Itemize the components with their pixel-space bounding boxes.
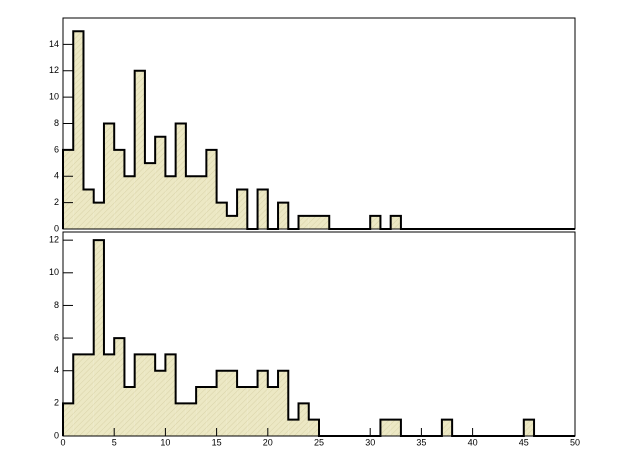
bar-hatch (103, 354, 115, 436)
bar-hatch (196, 387, 207, 436)
bar-hatch (73, 31, 84, 229)
bar-hatch (206, 149, 217, 229)
bar-hatch (308, 419, 319, 436)
bar-hatch (114, 149, 125, 229)
bar-hatch (114, 338, 125, 436)
bar-hatch (237, 387, 248, 436)
bar-hatch (298, 403, 309, 436)
x-tick-label: 5 (112, 437, 117, 447)
bar-hatch (237, 189, 248, 229)
bar-hatch (308, 215, 319, 229)
bar-hatch (390, 215, 401, 229)
bar-hatch (134, 354, 145, 436)
bar-hatch (370, 215, 381, 229)
y-tick-label: 6 (54, 332, 59, 342)
bar-hatch (226, 215, 238, 229)
y-tick-label: 12 (49, 235, 59, 245)
bar-hatch (63, 149, 74, 229)
bar-hatch (165, 354, 176, 436)
y-tick-label: 4 (54, 171, 59, 181)
y-tick-label: 0 (54, 430, 59, 440)
bar-hatch (165, 176, 176, 229)
x-tick-label: 45 (519, 437, 529, 447)
bar-hatch (185, 176, 197, 229)
bar-hatch (216, 202, 227, 229)
bar-hatch (226, 370, 238, 436)
bar-hatch (196, 176, 207, 229)
bar-hatch (63, 403, 74, 436)
x-tick-label: 35 (416, 437, 426, 447)
bar-hatch (390, 419, 401, 436)
bar-hatch (93, 202, 104, 229)
bar-hatch (216, 370, 227, 436)
y-tick-label: 14 (49, 39, 59, 49)
x-tick-label: 0 (60, 437, 65, 447)
y-tick-label: 6 (54, 144, 59, 154)
bar-hatch (175, 403, 186, 436)
bar-hatch (73, 354, 84, 436)
bar-hatch (247, 387, 258, 436)
bar-hatch (124, 387, 135, 436)
bar-hatch (257, 189, 268, 229)
x-tick-label: 20 (263, 437, 273, 447)
y-tick-label: 2 (54, 398, 59, 408)
bar-hatch (144, 163, 156, 229)
bar-hatch (83, 189, 94, 229)
bar-hatch (175, 123, 186, 229)
bar-hatch (523, 419, 535, 436)
x-tick-label: 10 (160, 437, 170, 447)
bar-hatch (155, 370, 166, 436)
bar-hatch (288, 419, 299, 436)
x-tick-label: 40 (468, 437, 478, 447)
bar-hatch (257, 370, 268, 436)
x-tick-label: 25 (314, 437, 324, 447)
bar-hatch (83, 354, 94, 436)
x-tick-label: 30 (365, 437, 375, 447)
bar-hatch (441, 419, 453, 436)
bar-hatch (103, 123, 115, 229)
y-tick-label: 4 (54, 365, 59, 375)
bar-hatch (93, 240, 104, 436)
bar-hatch (267, 387, 279, 436)
bar-hatch (380, 419, 391, 436)
y-tick-label: 10 (49, 267, 59, 277)
bar-hatch (206, 387, 217, 436)
bar-hatch (134, 70, 145, 229)
x-tick-label: 50 (570, 437, 580, 447)
bar-hatch (155, 136, 166, 229)
x-tick-label: 15 (212, 437, 222, 447)
bar-hatch (278, 370, 289, 436)
y-tick-label: 10 (49, 92, 59, 102)
y-tick-label: 12 (49, 65, 59, 75)
y-tick-label: 8 (54, 118, 59, 128)
bar-hatch (278, 202, 289, 229)
bar-hatch (298, 215, 309, 229)
y-tick-label: 8 (54, 300, 59, 310)
y-tick-label: 0 (54, 223, 59, 233)
bar-hatch (319, 215, 330, 229)
bar-hatch (144, 354, 156, 436)
y-tick-label: 2 (54, 197, 59, 207)
bar-hatch (124, 176, 135, 229)
bar-hatch (185, 403, 197, 436)
